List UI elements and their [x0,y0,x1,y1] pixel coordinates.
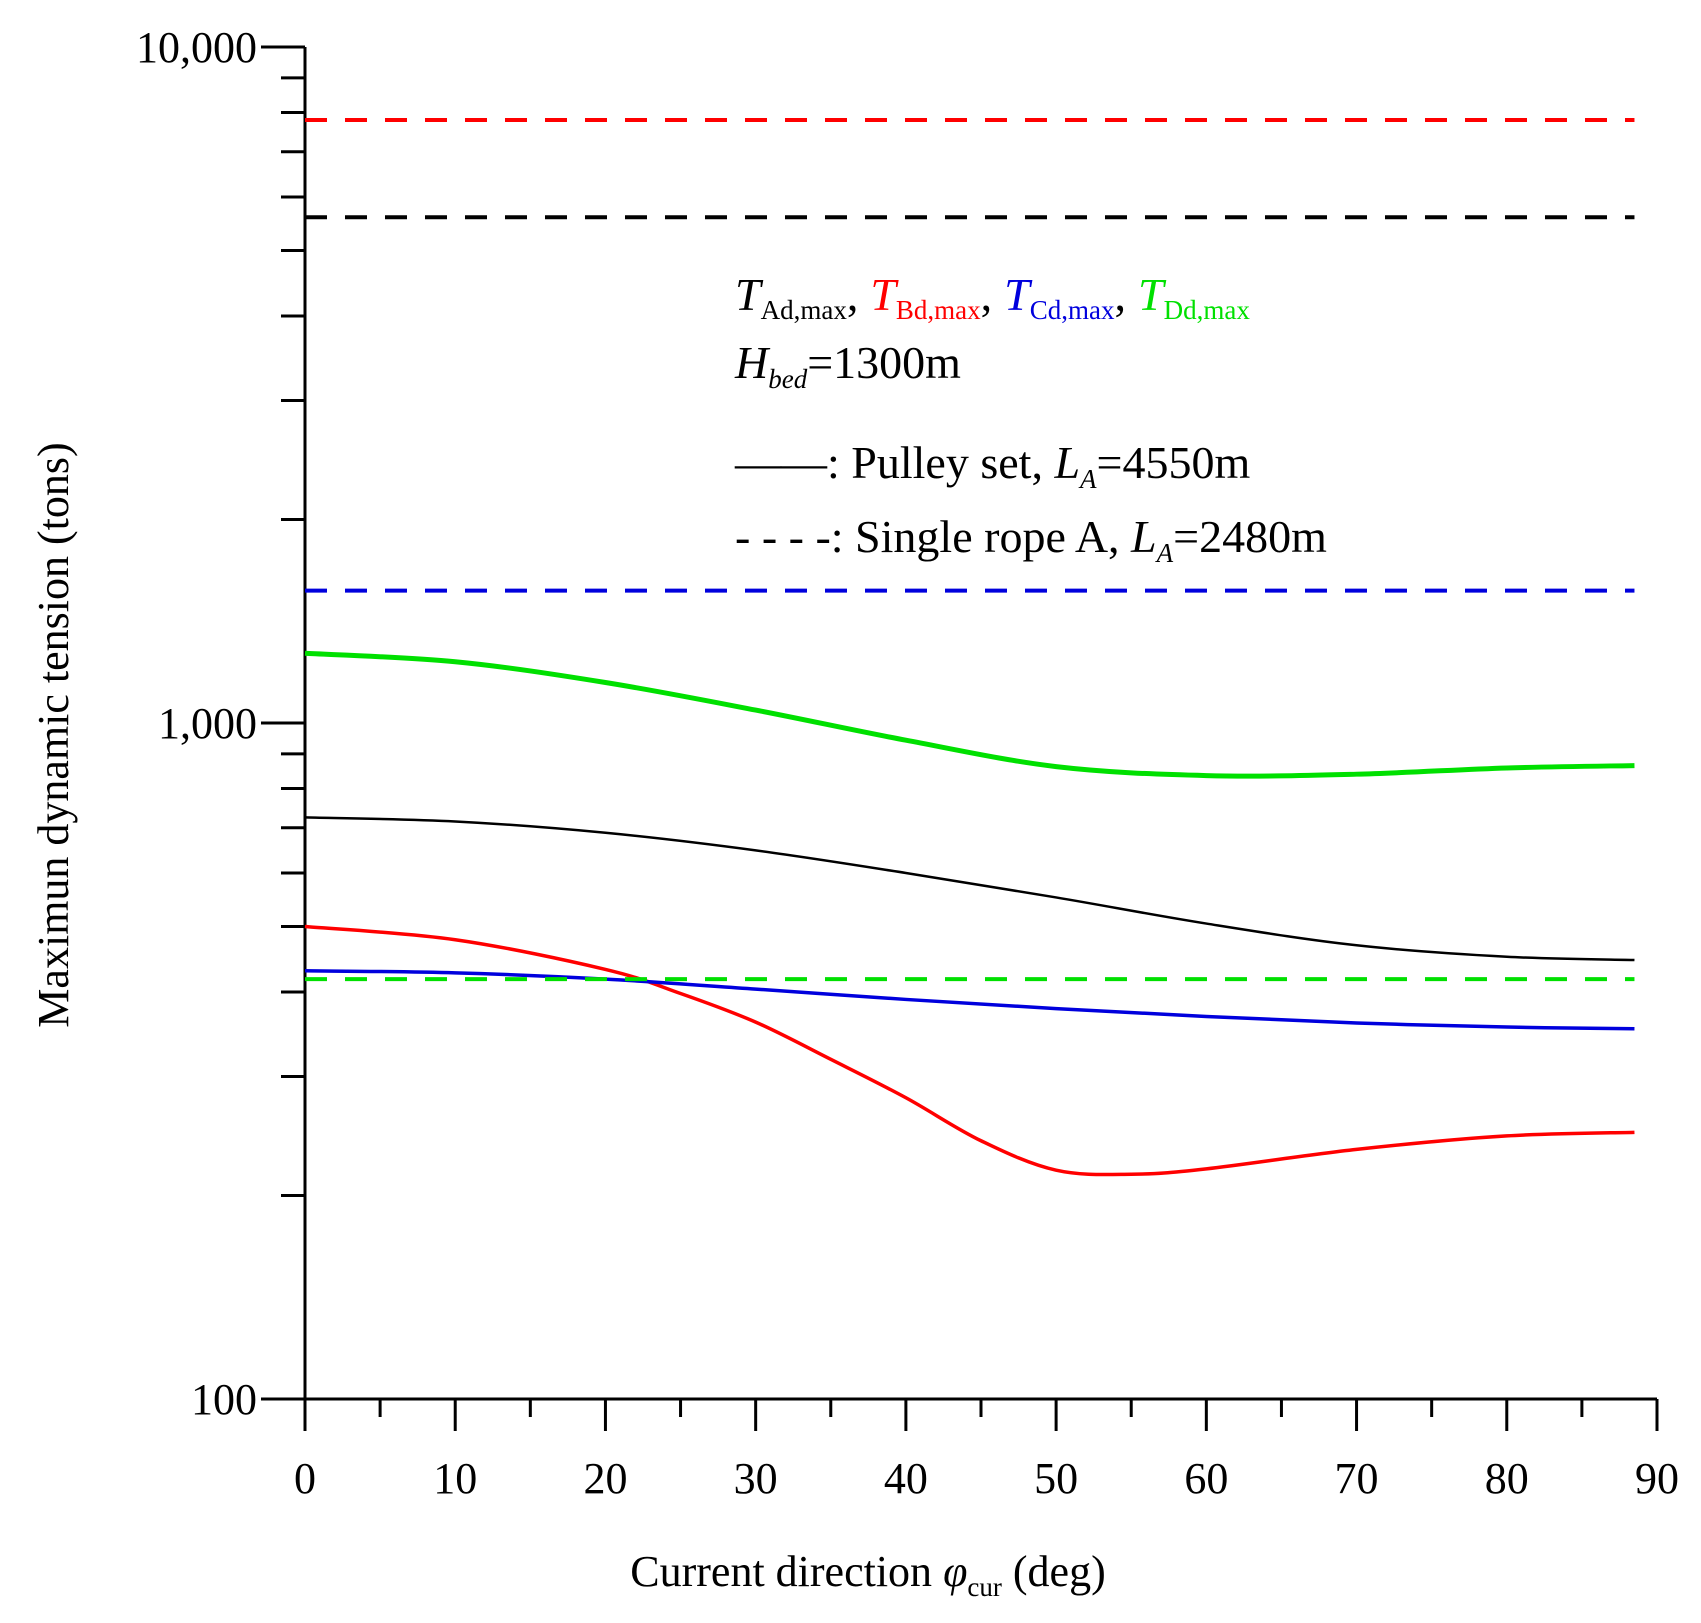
legend-entry-d-symbol: T [1138,269,1167,320]
legend-depth: Hbed=1300m [734,337,961,394]
x-axis-label-unit: (deg) [1002,1547,1106,1596]
x-axis-label-text: Current direction [630,1547,943,1596]
x-tick-label: 90 [1635,1454,1679,1503]
x-tick-label: 30 [734,1454,778,1503]
legend-entry-c-sub: Cd,max [1030,295,1115,325]
x-axis-label-symbol: φ [943,1547,967,1596]
x-tick-label: 60 [1184,1454,1228,1503]
axes [261,45,1659,1431]
y-tick-label: 100 [191,1375,257,1424]
y-axis-label: Maximun dynamic tension (tons) [29,442,78,1027]
y-tick-label: 1,000 [158,699,257,748]
x-tick-label: 0 [294,1454,316,1503]
legend-entry-b-sub: Bd,max [896,295,981,325]
x-axis-label: Current direction φcur (deg) [630,1547,1105,1602]
series-line [304,816,1635,962]
legend-dashed-text: : Single rope A, [831,511,1131,562]
legend-solid-sub: A [1078,464,1097,494]
legend-tension-line: TAd,max, TBd,max, TCd,max, TDd,max [735,269,1250,325]
x-tick-label: 10 [433,1454,477,1503]
legend-entry-a-sep: , [847,269,859,320]
legend-entry-c-sep: , [1115,269,1127,320]
tick-labels: 100 1,000 10,000 0 10 20 30 40 50 60 70 80 90 [136,23,1679,1503]
x-axis-label-subscript: cur [967,1572,1001,1602]
legend-entry-a-symbol: T [735,269,764,320]
series-line [304,969,1635,1031]
legend-entry-c-symbol: T [1004,269,1033,320]
legend-solid-sample: —— [734,437,828,488]
x-tick-label: 70 [1335,1454,1379,1503]
legend-depth-sub: bed [768,364,807,394]
legend-solid-symbol: L [1053,437,1080,488]
legend-entry-b-sep: , [981,269,993,320]
legend-dashed-value: =2480m [1173,511,1327,562]
legend-dashed-entry: - - - -: Single rope A, LA=2480m [735,511,1327,568]
legend-depth-symbol: H [734,337,771,388]
legend-dashed-sample: - - - - [735,511,831,562]
x-tick-label: 50 [1034,1454,1078,1503]
legend-entry-b-symbol: T [870,269,899,320]
legend: TAd,max, TBd,max, TCd,max, TDd,max Hbed=130… [734,269,1327,568]
x-tick-label: 80 [1485,1454,1529,1503]
y-tick-label: 10,000 [136,23,257,72]
legend-depth-value: =1300m [807,337,961,388]
series-line [304,924,1635,1177]
legend-entry-a-sub: Ad,max [761,295,848,325]
legend-dashed-sub: A [1155,538,1174,568]
x-tick-label: 20 [583,1454,627,1503]
legend-dashed-symbol: L [1130,511,1157,562]
legend-entry-d-sub: Dd,max [1164,295,1251,325]
legend-solid-entry: ——: Pulley set, LA=4550m [734,437,1250,494]
plot-area [304,117,1635,1177]
x-tick-label: 40 [884,1454,928,1503]
legend-solid-text: : Pulley set, [827,437,1054,488]
legend-solid-value: =4550m [1097,437,1251,488]
series-line [304,650,1635,779]
